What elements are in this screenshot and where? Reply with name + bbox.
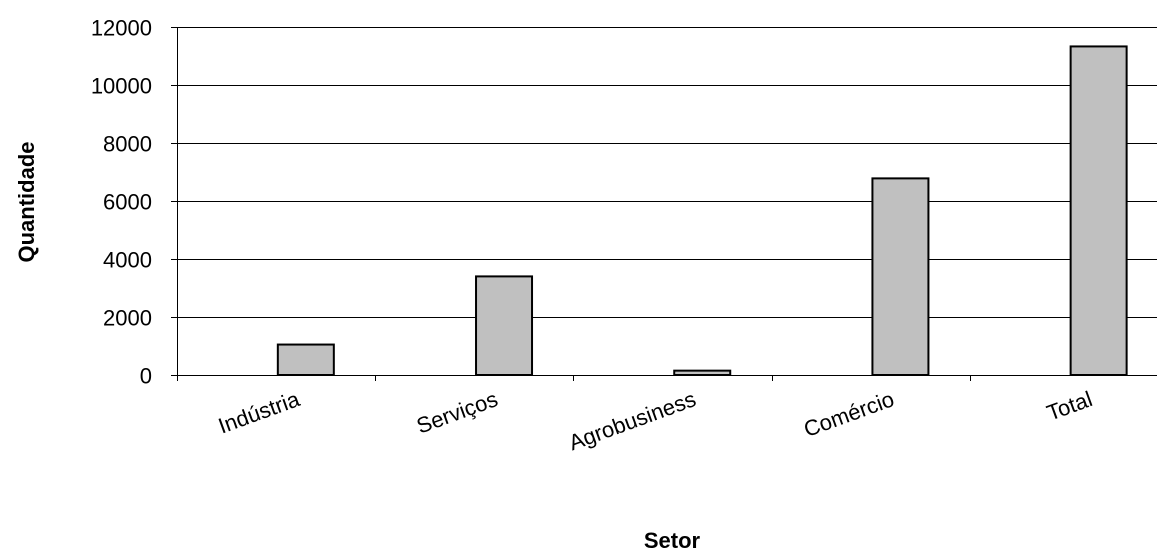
y-axis-title: Quantidade <box>14 141 39 262</box>
bars <box>276 45 1128 377</box>
y-tick-label-6000: 6000 <box>103 190 152 215</box>
bar-indústria <box>276 343 335 376</box>
bar-serviços <box>475 275 534 376</box>
y-tick-label-12000: 12000 <box>91 16 152 41</box>
y-tick-label-0: 0 <box>140 364 152 389</box>
bar-comércio <box>871 177 930 376</box>
x-tick-label-total: Total <box>1043 386 1095 425</box>
gridlines <box>177 27 1157 318</box>
y-tick-label-10000: 10000 <box>91 74 152 99</box>
bar-agrobusiness <box>673 369 732 376</box>
x-tick-label-serviços: Serviços <box>413 386 501 438</box>
x-tick-label-agrobusiness: Agrobusiness <box>565 386 699 455</box>
x-axis-title: Setor <box>644 528 701 553</box>
y-tick-labels: 0 2000 4000 6000 8000 10000 12000 <box>91 16 152 389</box>
axes <box>171 27 1157 381</box>
y-tick-label-4000: 4000 <box>103 248 152 273</box>
x-tick-label-comércio: Comércio <box>800 386 897 442</box>
y-tick-label-2000: 2000 <box>103 306 152 331</box>
x-tick-label-indústria: Indústria <box>215 386 304 439</box>
x-tick-labels: Indústria Serviços Agrobusiness Comércio Tot… <box>215 386 1096 455</box>
y-tick-label-8000: 8000 <box>103 132 152 157</box>
bar-total <box>1069 45 1128 377</box>
